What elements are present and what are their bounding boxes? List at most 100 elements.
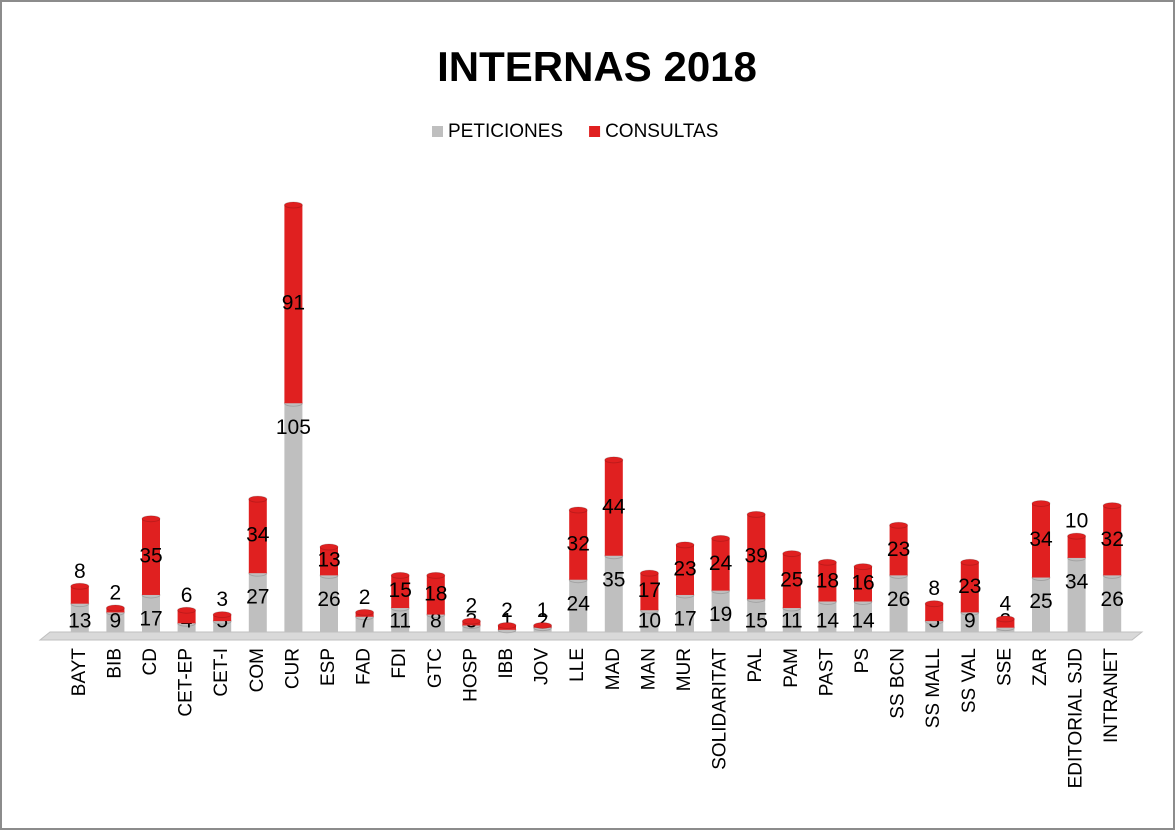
bar-cap [1102, 502, 1122, 510]
bar-segment [391, 575, 410, 609]
bar-segment [1067, 557, 1086, 632]
bar-segment [1103, 575, 1122, 632]
bar-segment [70, 586, 89, 604]
bar-segment [426, 614, 445, 632]
bar-segment [142, 594, 160, 632]
chart-title: INTERNAS 2018 [437, 43, 757, 90]
bar-cap [70, 582, 90, 590]
data-label: 35 [139, 544, 162, 567]
bar-segment [213, 614, 232, 622]
data-label: 18 [424, 583, 447, 606]
data-label: 23 [673, 557, 696, 580]
bar-cap [675, 541, 695, 549]
x-tick-label: PAL [745, 648, 766, 683]
data-label: 4 [1000, 592, 1012, 615]
bar-segment [960, 612, 979, 632]
x-tick-label: SSE [994, 648, 1015, 686]
bar-cap [568, 506, 588, 514]
data-label: 13 [68, 610, 91, 633]
data-label: 2 [501, 599, 513, 622]
data-label: 17 [673, 608, 696, 631]
data-label: 27 [246, 586, 269, 609]
bar-cap [105, 604, 125, 612]
bar-cap [390, 571, 410, 579]
bar-segment [960, 562, 979, 613]
x-tick-label: PS [852, 648, 873, 673]
x-tick-label: FAD [354, 648, 375, 685]
data-label: 14 [816, 610, 840, 633]
bar-segment [747, 514, 766, 600]
bar-segment [569, 579, 588, 632]
bar-segment [889, 575, 908, 632]
bar-segment [996, 618, 1015, 628]
bar-cap [782, 550, 802, 558]
x-tick-label: MAD [603, 648, 624, 690]
bar-cap [889, 521, 909, 529]
x-tick-label: BAYT [69, 648, 90, 697]
bar-segment [604, 459, 623, 556]
bar-segment [676, 594, 694, 632]
data-label: 6 [181, 584, 193, 607]
data-label: 9 [964, 610, 976, 633]
data-label: 10 [638, 610, 661, 633]
data-label: 35 [602, 568, 625, 591]
bar-cap [319, 543, 339, 551]
data-label: 3 [216, 588, 228, 611]
bar-cap [355, 608, 375, 616]
data-label: 2 [110, 582, 122, 605]
data-label: 11 [781, 610, 803, 633]
data-label: 17 [638, 579, 661, 602]
x-tick-label: CD [140, 648, 161, 675]
bar-segment [782, 553, 801, 609]
x-tick-label: JOV [532, 648, 553, 685]
x-tick-label: ESP [318, 648, 339, 686]
bar-cap [177, 606, 197, 614]
x-tick-label: COM [247, 648, 268, 692]
bar-segment [747, 599, 766, 632]
data-label: 39 [745, 544, 768, 567]
bar-cap [248, 495, 268, 503]
x-tick-label: BIB [104, 648, 125, 679]
bar-cap [711, 534, 731, 542]
bar-segment [889, 525, 908, 576]
x-tick-label: PAM [781, 648, 802, 688]
data-label: 24 [709, 552, 733, 575]
data-label: 15 [745, 610, 768, 633]
x-tick-label: MAN [638, 648, 659, 690]
data-label: 34 [246, 524, 270, 547]
bar-cap [426, 571, 446, 579]
bar-segment [391, 608, 410, 632]
bar-segment [1032, 577, 1050, 632]
data-label: 25 [1029, 590, 1052, 613]
bar-segment [640, 610, 659, 632]
bar-segment [284, 205, 303, 404]
bar-segment [248, 499, 267, 574]
data-label: 7 [359, 610, 371, 633]
data-label: 25 [780, 568, 803, 591]
data-label: 105 [276, 416, 311, 439]
bar-cap [212, 611, 232, 619]
data-label: 18 [816, 569, 839, 592]
data-label: 11 [389, 610, 411, 633]
bar-segment [818, 562, 837, 602]
bar-segment [711, 538, 730, 591]
bar-segment [320, 575, 338, 632]
data-label: 8 [74, 560, 86, 583]
data-label: 2 [466, 595, 478, 618]
bar-segment [711, 590, 730, 632]
data-label: 17 [139, 608, 162, 631]
bar-cap [283, 201, 303, 209]
bar-segment [676, 544, 694, 595]
bar-cap [817, 558, 837, 566]
floor [38, 631, 1144, 641]
data-label: 15 [389, 579, 412, 602]
bar-segment [426, 575, 445, 615]
data-label: 9 [110, 610, 122, 633]
bar-segment [462, 625, 481, 632]
bar-segment [854, 601, 872, 632]
bar-cap [497, 621, 517, 629]
data-label: 26 [1101, 588, 1124, 611]
data-label: 1 [537, 599, 549, 622]
